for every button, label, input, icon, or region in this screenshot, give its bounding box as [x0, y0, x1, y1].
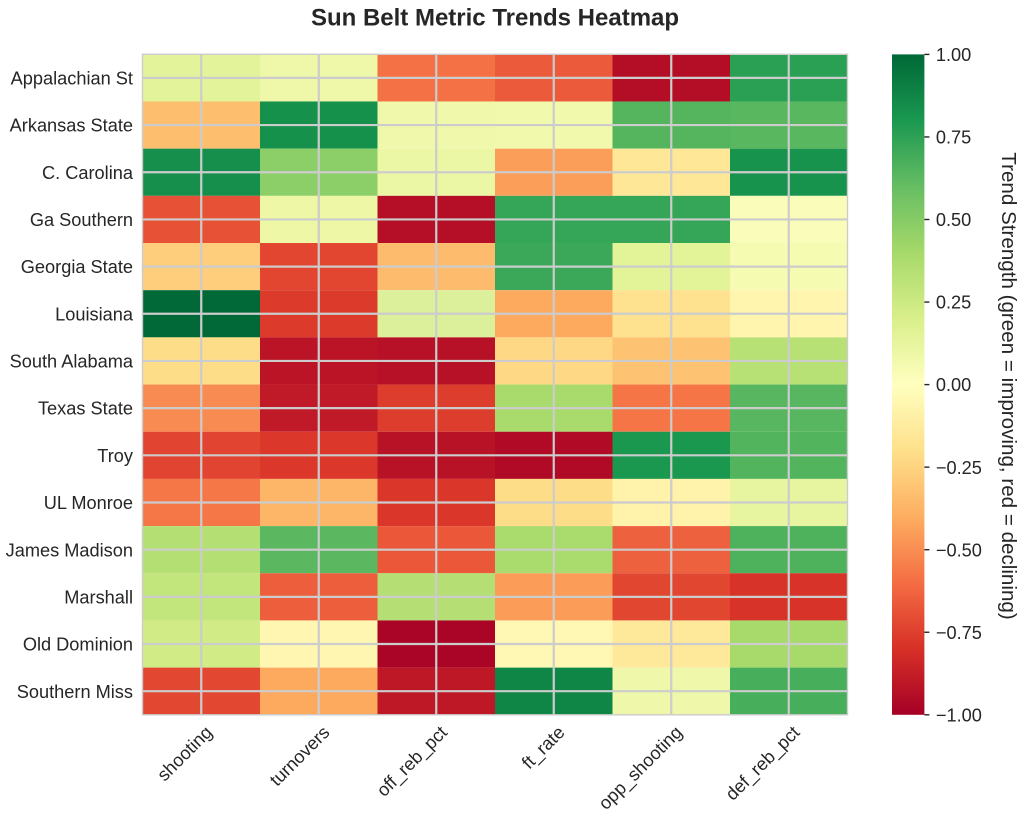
- svg-text:Old Dominion: Old Dominion: [23, 635, 133, 655]
- svg-text:James Madison: James Madison: [6, 540, 133, 560]
- svg-text:1.00: 1.00: [936, 45, 971, 65]
- svg-text:Georgia State: Georgia State: [21, 257, 133, 277]
- svg-text:0.00: 0.00: [936, 375, 971, 395]
- svg-text:−1.00: −1.00: [936, 705, 982, 725]
- svg-text:Southern Miss: Southern Miss: [17, 682, 133, 702]
- svg-text:Trend Strength (green = improv: Trend Strength (green = improving, red =…: [997, 152, 1020, 619]
- svg-text:Louisiana: Louisiana: [55, 304, 134, 324]
- svg-text:Sun Belt Metric Trends Heatmap: Sun Belt Metric Trends Heatmap: [311, 5, 679, 32]
- svg-text:Troy: Troy: [97, 446, 134, 466]
- svg-text:0.25: 0.25: [936, 293, 971, 313]
- svg-text:−0.50: −0.50: [936, 540, 982, 560]
- svg-text:Ga Southern: Ga Southern: [30, 210, 133, 230]
- svg-text:UL Monroe: UL Monroe: [44, 493, 133, 513]
- svg-text:Appalachian St: Appalachian St: [11, 68, 133, 88]
- svg-text:−0.75: −0.75: [936, 623, 982, 643]
- svg-text:Marshall: Marshall: [64, 587, 133, 607]
- svg-text:C. Carolina: C. Carolina: [42, 163, 134, 183]
- svg-text:−0.25: −0.25: [936, 458, 982, 478]
- svg-text:Arkansas State: Arkansas State: [10, 116, 133, 136]
- svg-text:0.50: 0.50: [936, 210, 971, 230]
- svg-text:South Alabama: South Alabama: [10, 352, 134, 372]
- svg-text:Texas State: Texas State: [38, 399, 133, 419]
- svg-text:0.75: 0.75: [936, 128, 971, 148]
